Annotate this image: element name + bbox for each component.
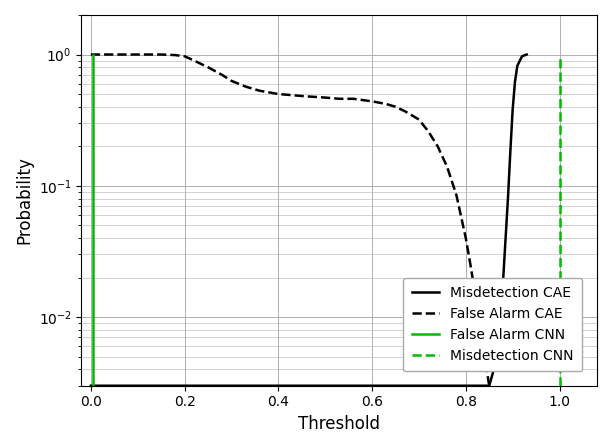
False Alarm CAE: [335, 96, 343, 102]
False Alarm CAE: [275, 91, 282, 97]
Misdetection CAE: [502, 235, 509, 241]
Misdetection CAE: [476, 383, 483, 388]
Legend: Misdetection CAE, False Alarm CAE, False Alarm CNN, Misdetection CNN: Misdetection CAE, False Alarm CAE, False…: [403, 278, 583, 371]
False Alarm CAE: [134, 52, 141, 57]
Misdetection CAE: [504, 196, 512, 201]
Misdetection CAE: [495, 344, 502, 349]
False Alarm CAE: [368, 99, 376, 104]
False Alarm CAE: [111, 52, 118, 57]
Misdetection CAE: [523, 52, 531, 57]
False Alarm CAE: [303, 94, 310, 99]
False Alarm CAE: [228, 78, 235, 83]
False Alarm CAE: [443, 164, 450, 169]
Misdetection CAE: [490, 366, 498, 372]
False Alarm CNN: [89, 383, 97, 388]
Misdetection CAE: [462, 383, 469, 388]
False Alarm CAE: [485, 383, 493, 388]
False Alarm CAE: [434, 144, 441, 149]
False Alarm CAE: [181, 54, 188, 59]
False Alarm CAE: [190, 58, 198, 63]
Misdetection CNN: [556, 52, 563, 57]
Misdetection CAE: [511, 79, 518, 85]
False Alarm CAE: [467, 262, 474, 267]
Y-axis label: Probability: Probability: [15, 156, 33, 244]
False Alarm CAE: [87, 52, 94, 57]
False Alarm CAE: [171, 52, 179, 58]
Misdetection CAE: [499, 275, 507, 280]
False Alarm CAE: [321, 95, 329, 100]
False Alarm CAE: [382, 101, 390, 107]
Misdetection CAE: [518, 54, 526, 59]
False Alarm CAE: [204, 65, 212, 70]
False Alarm CAE: [392, 104, 399, 109]
Misdetection CNN: [556, 383, 563, 388]
X-axis label: Threshold: Threshold: [298, 415, 380, 433]
Misdetection CAE: [485, 383, 493, 388]
False Alarm CAE: [453, 192, 460, 198]
Misdetection CAE: [507, 150, 514, 155]
False Alarm CAE: [218, 72, 226, 78]
Misdetection CAE: [87, 383, 94, 388]
Line: Misdetection CAE: Misdetection CAE: [91, 55, 527, 386]
Misdetection CAE: [439, 383, 446, 388]
False Alarm CAE: [157, 52, 165, 57]
False Alarm CAE: [242, 84, 249, 89]
Misdetection CAE: [513, 63, 521, 69]
False Alarm CAE: [476, 320, 483, 326]
False Alarm CNN: [89, 52, 97, 57]
False Alarm CAE: [481, 354, 488, 359]
False Alarm CAE: [289, 92, 296, 98]
False Alarm CAE: [425, 129, 432, 134]
False Alarm CAE: [471, 291, 479, 297]
Misdetection CAE: [509, 107, 517, 112]
Line: False Alarm CAE: False Alarm CAE: [91, 55, 489, 386]
False Alarm CAE: [401, 108, 409, 114]
Misdetection CAE: [321, 383, 329, 388]
False Alarm CAE: [256, 88, 263, 93]
False Alarm CAE: [462, 235, 469, 241]
False Alarm CAE: [415, 117, 422, 122]
False Alarm CAE: [349, 96, 357, 102]
Misdetection CAE: [498, 314, 505, 320]
